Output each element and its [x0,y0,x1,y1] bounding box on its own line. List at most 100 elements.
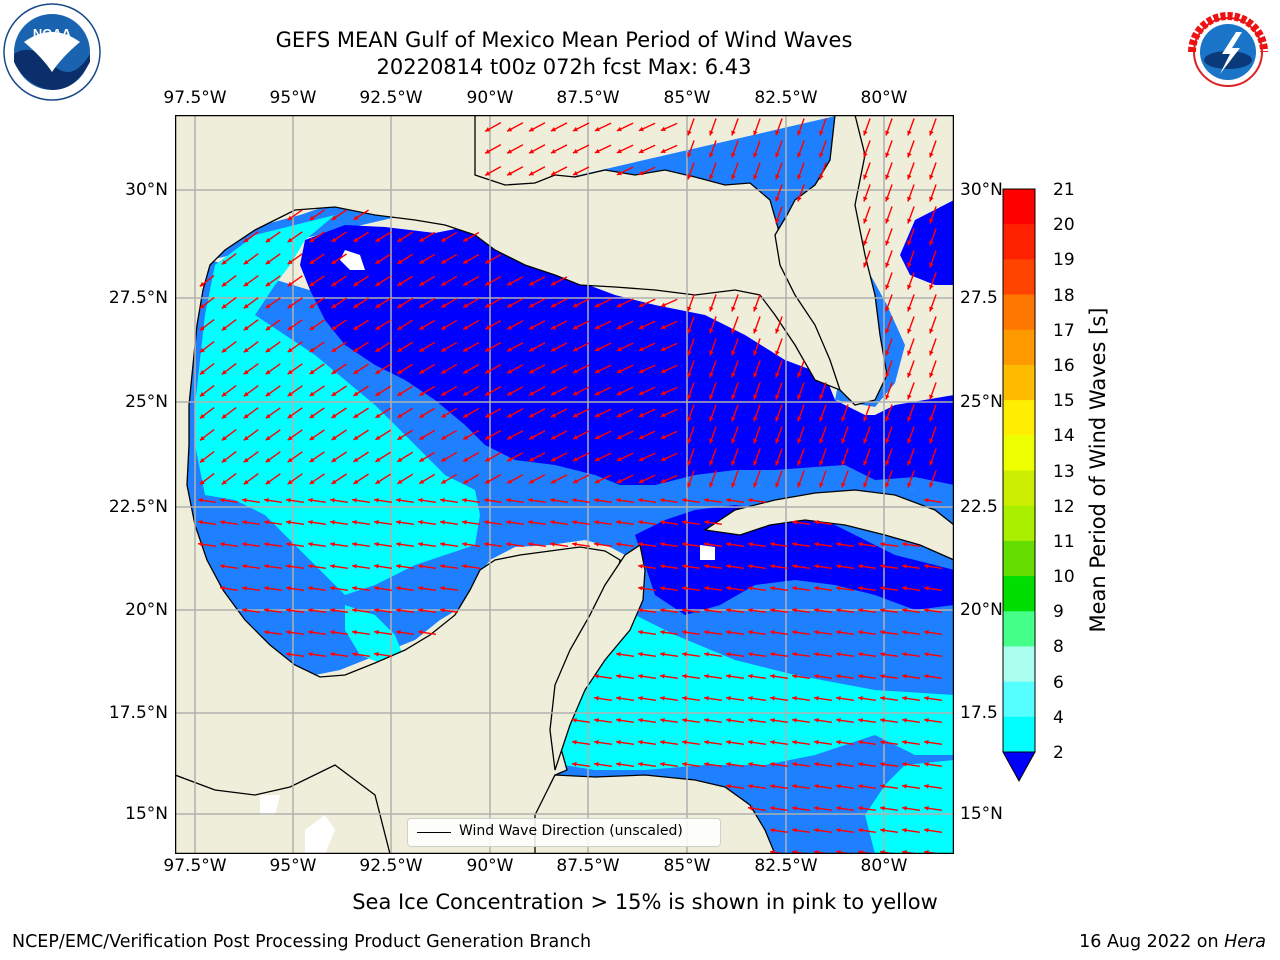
wind-arrowhead [264,585,269,591]
wind-arrowhead [682,739,687,745]
wind-arrowhead [660,607,665,613]
wind-arrowhead [374,607,379,613]
wind-arrowhead [441,303,447,308]
wind-arrowhead [924,717,929,723]
wind-arrowhead [287,281,293,287]
wind-arrowhead [704,563,709,569]
wind-arrowhead [748,629,753,635]
wind-arrowhead [638,368,644,374]
wind-arrowhead [858,695,863,701]
wind-arrowhead [775,130,780,136]
wind-arrowhead [907,328,912,334]
wind-arrowhead [616,695,621,701]
map-subtitle: 20220814 t00z 072h fcst Max: 6.43 [376,55,752,79]
wind-arrowhead [265,281,271,287]
wind-arrowhead [485,413,491,418]
wind-arrowhead [682,563,687,569]
lat-tick-right: 15°N [960,804,1003,824]
wind-arrowhead [286,519,291,525]
wind-arrowhead [309,369,315,375]
wind-arrowhead [907,240,912,246]
wind-arrowhead [265,347,271,353]
wind-arrowhead [242,585,247,591]
wind-arrowhead [287,303,293,309]
wind-arrowhead [374,585,379,591]
wind-arrowhead [748,651,753,657]
wind-arrowhead [529,303,535,308]
wind-arrowhead [885,438,890,444]
wind-arrowhead [726,739,731,745]
wind-arrowhead [709,130,714,136]
wind-arrowhead [309,413,315,419]
lat-tick-left: 22.5°N [108,497,168,517]
wind-arrowhead [264,607,269,613]
lon-tick-bottom: 97.5°W [163,856,227,876]
wind-arrowhead [243,259,249,265]
wind-arrowhead [687,416,692,422]
wind-arrowhead [682,651,687,657]
wind-arrowhead [265,325,271,331]
wind-arrowhead [687,174,692,180]
wind-arrowhead [353,435,359,440]
wind-arrowhead [753,350,758,356]
wind-arrowhead [418,585,423,591]
wind-arrowhead [352,651,357,657]
wind-arrowhead [265,303,271,309]
wind-arrowhead [463,413,469,418]
wind-arrowhead [441,237,447,242]
wind-arrowhead [286,541,291,547]
wind-arrowhead [309,325,315,331]
wind-arrowhead [885,218,890,224]
wind-arrowhead [638,456,644,462]
wind-arrowhead [572,324,578,330]
wind-arrowhead [485,347,491,352]
wind-arrowhead [682,717,687,723]
wind-arrowhead [814,805,819,811]
lon-tick-bottom: 80°W [860,856,908,876]
wind-arrowhead [529,435,535,440]
wind-arrowhead [353,215,359,220]
wind-arrowhead [485,171,491,176]
wind-arrowhead [726,563,731,569]
wind-arrowhead [731,328,736,334]
wind-arrowhead [286,607,291,613]
wind-arrowhead [221,281,227,287]
wind-arrowhead [287,391,293,397]
darkblue-zone-south-gulf [635,505,954,615]
wind-arrowhead [572,739,577,745]
wind-arrowhead [731,482,736,488]
wind-arrowhead [264,541,269,547]
wind-arrowhead [463,391,469,396]
wind-arrowhead [731,174,736,180]
wind-arrowhead [660,629,665,635]
colorbar-tick-label: 4 [1053,707,1064,728]
wind-arrowhead [885,482,890,488]
lat-tick-left: 15°N [125,804,168,824]
wind-arrowhead [353,303,359,308]
wind-arrowhead [199,325,205,331]
wind-arrowhead [775,372,780,378]
wind-arrowhead [885,416,890,422]
wind-arrowhead [594,126,600,132]
wind-arrowhead [199,457,205,463]
wind-arrowhead [462,541,467,547]
wind-arrowhead [907,350,912,356]
wind-arrowhead [287,369,293,375]
wind-arrowhead [221,391,227,397]
svg-text:NOAA: NOAA [33,26,72,41]
wind-arrowhead [885,350,890,356]
wind-arrowhead [726,651,731,657]
wind-arrowhead [638,346,644,352]
wind-arrowhead [902,673,907,679]
wind-arrowhead [308,651,313,657]
wind-arrowhead [529,457,535,462]
wind-arrowhead [220,541,225,547]
lon-tick-bottom: 85°W [663,856,711,876]
wind-arrowhead [375,479,381,484]
wind-arrowhead [441,281,447,286]
wind-arrowhead [929,438,934,444]
wind-arrowhead [726,585,731,591]
wind-arrowhead [330,607,335,613]
wind-arrowhead [616,170,622,176]
wind-arrowhead [220,497,225,503]
